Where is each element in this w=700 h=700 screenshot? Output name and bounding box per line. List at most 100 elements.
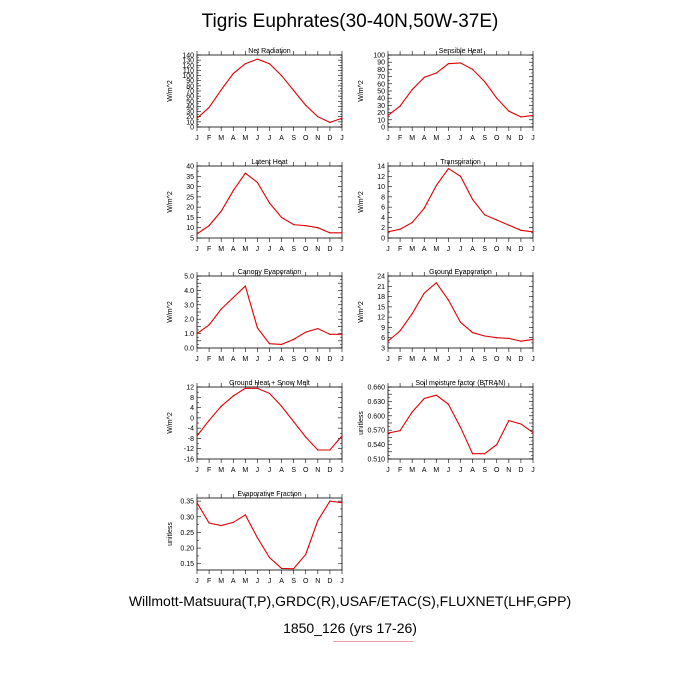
data-point (220, 405, 222, 407)
x-tick-label: M (433, 135, 439, 142)
x-tick-label: J (268, 246, 272, 253)
y-tick-label: 140 (182, 53, 194, 60)
x-tick-label: A (231, 578, 236, 585)
data-point (208, 106, 210, 109)
y-tick-label: 6 (381, 335, 385, 342)
data-point (435, 72, 437, 74)
data-point (341, 117, 343, 119)
y-tick-label: 25 (186, 194, 194, 201)
x-tick-label: S (482, 356, 487, 363)
data-point (435, 394, 437, 396)
x-tick-label: O (494, 135, 500, 142)
data-point (435, 184, 437, 187)
data-point (341, 502, 343, 504)
x-tick-label: D (327, 135, 332, 142)
x-tick-label: O (494, 467, 500, 474)
y-tick-label: 60 (186, 94, 194, 101)
x-tick-label: F (207, 356, 211, 363)
x-tick-label: J (195, 467, 199, 474)
x-tick-label: N (315, 246, 320, 253)
figure-title: Tigris Euphrates(30-40N,50W-37E) (201, 11, 499, 32)
y-tick-label: 12 (377, 174, 385, 181)
x-tick-label: J (340, 467, 344, 474)
y-tick-label: 90 (186, 78, 194, 85)
data-point (387, 231, 389, 233)
data-point (399, 430, 401, 432)
x-tick-label: S (291, 135, 296, 142)
data-point (268, 63, 271, 65)
y-tick-label: 0 (381, 236, 385, 243)
data-point (532, 338, 534, 341)
data-point (268, 392, 271, 395)
y-tick-label: 100 (373, 53, 385, 60)
y-tick-label: 3 (381, 346, 385, 353)
plot-frame (387, 54, 534, 128)
x-tick-label: A (279, 578, 284, 585)
x-tick-label: J (268, 356, 272, 363)
y-axis-label: W/m^2 (358, 80, 365, 102)
x-tick-label: J (447, 246, 451, 253)
data-point (387, 114, 389, 117)
x-tick-label: D (518, 356, 523, 363)
data-point (305, 225, 307, 227)
data-point (220, 210, 222, 212)
data-point (471, 453, 474, 455)
data-point (256, 58, 259, 60)
y-tick-label: 35 (186, 174, 194, 181)
x-tick-label: A (231, 246, 236, 253)
data-line (387, 167, 534, 233)
data-point (484, 81, 486, 83)
y-tick-label: 0.35 (180, 499, 194, 506)
x-tick-label: M (409, 246, 415, 253)
y-tick-label: 50 (377, 89, 385, 96)
data-line (387, 282, 534, 342)
x-tick-label: D (327, 467, 332, 474)
data-sources-caption: Willmott-Matsuura(T,P),GRDC(R),USAF/ETAC… (128, 593, 572, 609)
y-tick-label: 30 (186, 184, 194, 191)
x-tick-label: N (315, 467, 320, 474)
x-tick-label: J (459, 467, 463, 474)
x-tick-label: J (195, 135, 199, 142)
data-point (244, 63, 246, 65)
data-point (305, 104, 307, 106)
x-tick-label: J (268, 467, 272, 474)
x-tick-label: J (459, 246, 463, 253)
y-tick-label: 14 (377, 164, 385, 171)
x-tick-label: J (256, 356, 260, 363)
x-tick-label: A (231, 356, 236, 363)
data-point (232, 72, 234, 75)
data-point (220, 89, 222, 91)
data-point (232, 297, 234, 299)
x-tick-label: N (315, 356, 320, 363)
data-point (459, 62, 462, 64)
y-tick-label: 9 (381, 325, 385, 332)
data-point (508, 224, 510, 226)
x-tick-label: D (327, 578, 332, 585)
x-tick-label: O (303, 135, 309, 142)
data-point (293, 421, 295, 423)
y-tick-label: -12 (184, 446, 194, 453)
x-tick-label: F (398, 246, 402, 253)
data-point (220, 524, 222, 527)
x-tick-label: J (447, 356, 451, 363)
data-point (423, 292, 425, 294)
y-tick-label: 60 (377, 81, 385, 88)
x-tick-label: A (279, 356, 284, 363)
data-point (447, 167, 450, 170)
data-line (196, 387, 343, 451)
x-tick-label: M (242, 246, 248, 253)
data-point (329, 232, 331, 234)
x-tick-label: S (482, 467, 487, 474)
plot-frame (387, 275, 534, 349)
y-axis-label: W/m^2 (167, 80, 174, 102)
y-tick-label: 5.0 (184, 274, 194, 281)
x-tick-label: S (291, 356, 296, 363)
data-point (341, 435, 343, 437)
y-tick-label: 8 (190, 395, 194, 402)
data-point (399, 330, 401, 332)
data-point (317, 327, 319, 330)
data-point (293, 224, 295, 226)
y-tick-label: 0.540 (367, 442, 385, 449)
x-tick-label: M (218, 246, 224, 253)
